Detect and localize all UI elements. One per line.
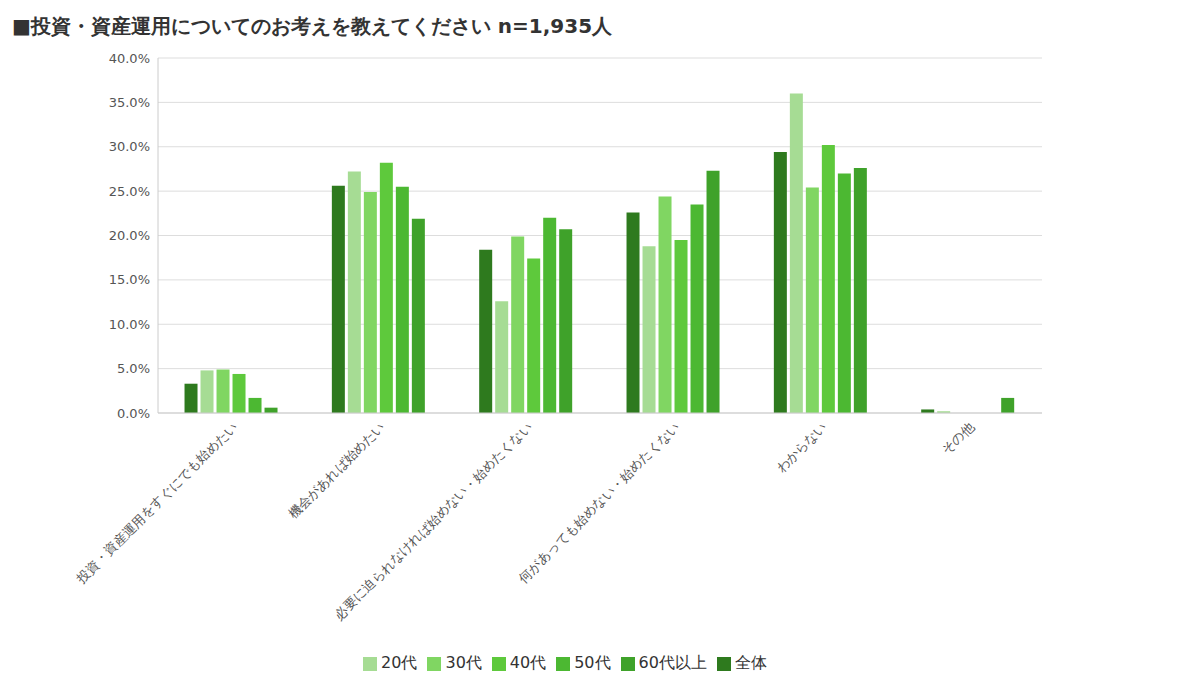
svg-text:わからない: わからない xyxy=(773,419,830,476)
svg-text:25.0%: 25.0% xyxy=(109,184,150,199)
svg-text:機会があれば始めたい: 機会があれば始めたい xyxy=(285,419,388,522)
svg-text:必要に迫られなければ始めない・始めたくない: 必要に迫られなければ始めない・始めたくない xyxy=(331,419,535,623)
svg-text:0.0%: 0.0% xyxy=(117,406,150,421)
svg-text:35.0%: 35.0% xyxy=(109,95,150,110)
svg-text:40.0%: 40.0% xyxy=(109,51,150,66)
svg-text:その他: その他 xyxy=(939,419,977,457)
html-text:60代以上: 60代以上 xyxy=(638,653,707,672)
html-text:20代: 20代 xyxy=(381,653,418,672)
svg-text:投資・資産運用をすぐにでも始めたい: 投資・資産運用をすぐにでも始めたい xyxy=(73,419,241,587)
html-text:40代: 40代 xyxy=(509,653,547,672)
html-text:■投資・資産運用についてのお考えを教えてください n=1,9: ■投資・資産運用についてのお考えを教えてください n=1,935人 xyxy=(12,14,613,38)
svg-text:10.0%: 10.0% xyxy=(109,317,150,332)
svg-text:30.0%: 30.0% xyxy=(109,139,150,154)
svg-text:5.0%: 5.0% xyxy=(117,361,150,376)
html-text:50代: 50代 xyxy=(574,653,611,672)
html-text:30代: 30代 xyxy=(445,653,482,672)
svg-text:15.0%: 15.0% xyxy=(109,272,150,287)
html-text:全体: 全体 xyxy=(734,653,767,672)
svg-text:何があっても始めない・始めたくない: 何があっても始めない・始めたくない xyxy=(515,419,682,586)
svg-text:20.0%: 20.0% xyxy=(109,228,150,243)
